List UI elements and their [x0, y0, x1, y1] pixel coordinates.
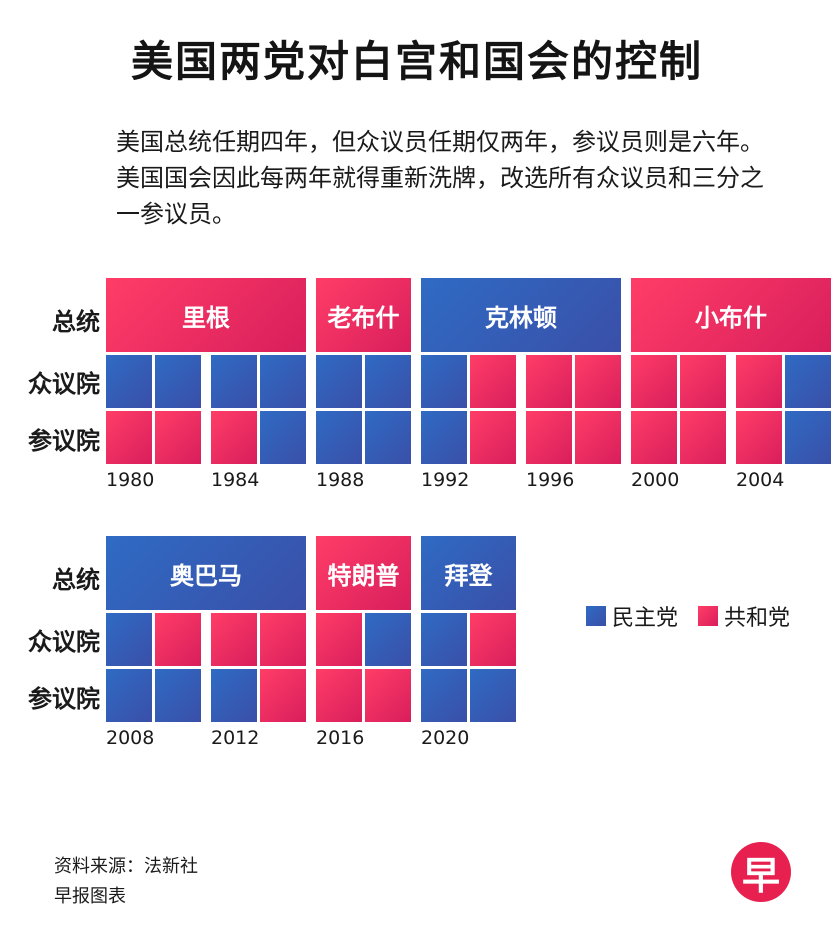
- president-bar: 老布什: [316, 278, 411, 352]
- legend-label-republican: 共和党: [724, 606, 791, 631]
- senate-cell: [155, 411, 201, 464]
- senate-cell: [631, 411, 677, 464]
- legend-item-republican: 共和党: [698, 600, 790, 632]
- democrat-swatch: [586, 606, 606, 626]
- year-label: 2020: [421, 727, 470, 749]
- president-bar: 奥巴马: [106, 536, 306, 610]
- senate-cell: [211, 411, 257, 464]
- senate-cell: [260, 411, 306, 464]
- house-cell: [155, 355, 201, 408]
- year-label: 1996: [526, 469, 575, 491]
- year-label: 2012: [211, 727, 260, 749]
- senate-cell: [680, 411, 726, 464]
- source-note: 资料来源：法新社 早报图表: [54, 852, 198, 912]
- house-cell: [365, 355, 411, 408]
- house-cell: [211, 613, 257, 666]
- year-label: 1980: [106, 469, 155, 491]
- house-cell: [421, 613, 467, 666]
- legend: 民主党 共和党: [586, 600, 810, 632]
- president-bar: 克林顿: [421, 278, 621, 352]
- house-cell: [736, 355, 782, 408]
- senate-cell: [526, 411, 572, 464]
- row-label-president: 总统: [52, 566, 100, 594]
- year-label: 2008: [106, 727, 155, 749]
- row-label-house: 众议院: [28, 628, 100, 656]
- president-bar: 小布什: [631, 278, 831, 352]
- senate-cell: [155, 669, 201, 722]
- senate-cell: [365, 411, 411, 464]
- zaobao-logo: 早: [731, 842, 791, 902]
- year-label: 1984: [211, 469, 260, 491]
- senate-cell: [316, 669, 362, 722]
- senate-cell: [260, 669, 306, 722]
- row-label-president: 总统: [52, 308, 100, 336]
- senate-cell: [421, 411, 467, 464]
- senate-cell: [106, 669, 152, 722]
- senate-cell: [106, 411, 152, 464]
- house-cell: [211, 355, 257, 408]
- house-cell: [470, 355, 516, 408]
- year-label: 2016: [316, 727, 365, 749]
- row-label-senate: 参议院: [28, 685, 100, 713]
- source-text: 资料来源：法新社: [54, 856, 198, 877]
- republican-swatch: [698, 606, 719, 626]
- senate-cell: [575, 411, 621, 464]
- house-cell: [470, 613, 516, 666]
- house-cell: [526, 355, 572, 408]
- senate-cell: [211, 669, 257, 722]
- year-label: 2004: [736, 469, 785, 491]
- house-cell: [260, 613, 306, 666]
- senate-cell: [785, 411, 831, 464]
- senate-cell: [470, 411, 516, 464]
- house-cell: [316, 613, 362, 666]
- house-cell: [106, 355, 152, 408]
- intro-text: 美国总统任期四年，但众议员任期仅两年，参议员则是六年。美国国会因此每两年就得重新…: [116, 128, 764, 228]
- year-label: 2000: [631, 469, 680, 491]
- house-cell: [785, 355, 831, 408]
- senate-cell: [421, 669, 467, 722]
- credit-text: 早报图表: [54, 886, 126, 907]
- senate-cell: [470, 669, 516, 722]
- house-cell: [631, 355, 677, 408]
- house-cell: [575, 355, 621, 408]
- senate-cell: [316, 411, 362, 464]
- legend-label-democrat: 民主党: [612, 606, 679, 631]
- senate-cell: [365, 669, 411, 722]
- page-title: 美国两党对白宫和国会的控制: [130, 37, 703, 86]
- house-cell: [365, 613, 411, 666]
- president-bar: 特朗普: [316, 536, 411, 610]
- house-cell: [260, 355, 306, 408]
- row-label-house: 众议院: [28, 370, 100, 398]
- house-cell: [680, 355, 726, 408]
- president-bar: 拜登: [421, 536, 516, 610]
- year-label: 1992: [421, 469, 470, 491]
- year-label: 1988: [316, 469, 365, 491]
- senate-cell: [736, 411, 782, 464]
- legend-item-democrat: 民主党: [586, 600, 678, 632]
- house-cell: [316, 355, 362, 408]
- house-cell: [421, 355, 467, 408]
- house-cell: [155, 613, 201, 666]
- house-cell: [106, 613, 152, 666]
- president-bar: 里根: [106, 278, 306, 352]
- row-label-senate: 参议院: [28, 427, 100, 455]
